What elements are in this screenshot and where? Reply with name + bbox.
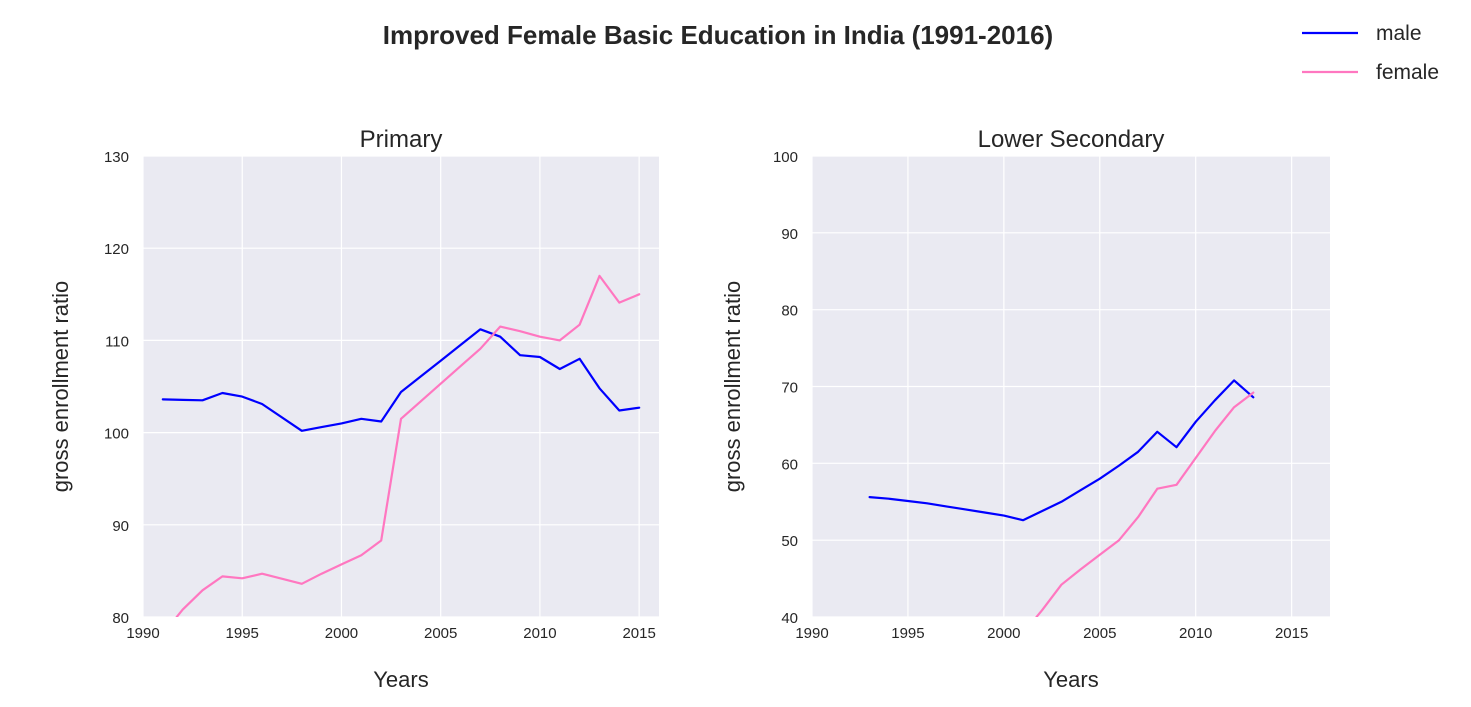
lower-secondary-y-tick-label: 90 xyxy=(781,226,798,243)
lower-secondary-y-axis-label: gross enrollment ratio xyxy=(720,281,745,493)
primary-y-tick-label: 100 xyxy=(104,426,129,443)
primary-chart: 1990 1995 2000 2005 2010 2015 80 90 100 110 120 130… xyxy=(48,126,659,692)
primary-male-line xyxy=(161,328,641,432)
primary-y-tick-label: 120 xyxy=(104,241,129,258)
lower-secondary-y-tick-label: 60 xyxy=(781,456,798,473)
lower-secondary-x-tick-label: 2010 xyxy=(1179,625,1212,642)
primary-chart-title: Primary xyxy=(360,126,443,153)
primary-y-tick-label: 130 xyxy=(104,149,129,166)
primary-x-tick-label: 2015 xyxy=(622,625,655,642)
lower-secondary-x-tick-label: 2000 xyxy=(987,625,1020,642)
lower-secondary-male-line xyxy=(868,379,1255,522)
lower-secondary-x-tick-label: 1995 xyxy=(891,625,924,642)
legend-label-female: female xyxy=(1376,61,1439,84)
legend: male female xyxy=(1302,22,1439,84)
primary-x-axis-label: Years xyxy=(373,667,428,692)
lower-secondary-x-tick-label: 1990 xyxy=(795,625,828,642)
primary-female-line xyxy=(175,274,641,617)
lower-secondary-x-axis-label: Years xyxy=(1043,667,1098,692)
primary-x-tick-label: 1995 xyxy=(226,625,259,642)
primary-x-tick-label: 2010 xyxy=(523,625,556,642)
lower-secondary-y-tick-label: 80 xyxy=(781,303,798,320)
lower-secondary-x-tick-label: 2005 xyxy=(1083,625,1116,642)
lower-secondary-y-tick-label: 70 xyxy=(781,380,798,397)
lower-secondary-y-tick-label: 40 xyxy=(781,610,798,627)
lower-secondary-y-tick-label: 50 xyxy=(781,533,798,550)
primary-y-axis-label: gross enrollment ratio xyxy=(48,281,73,493)
lower-secondary-chart-title: Lower Secondary xyxy=(978,126,1165,153)
legend-label-male: male xyxy=(1376,22,1422,45)
lower-secondary-x-tick-label: 2015 xyxy=(1275,625,1308,642)
figure-title: Improved Female Basic Education in India… xyxy=(383,20,1053,50)
primary-x-tick-label: 2000 xyxy=(325,625,358,642)
lower-secondary-chart: 1990 1995 2000 2005 2010 2015 40 50 60 70 80 90 100 L… xyxy=(720,126,1330,692)
primary-y-tick-label: 80 xyxy=(112,610,129,627)
primary-y-tick-label: 110 xyxy=(105,333,129,350)
lower-secondary-female-line xyxy=(1035,391,1255,617)
lower-secondary-y-tick-label: 100 xyxy=(773,149,798,166)
primary-y-tick-label: 90 xyxy=(112,518,129,535)
primary-x-tick-label: 2005 xyxy=(424,625,457,642)
primary-x-tick-label: 1990 xyxy=(126,625,159,642)
primary-plot-area xyxy=(143,156,659,617)
